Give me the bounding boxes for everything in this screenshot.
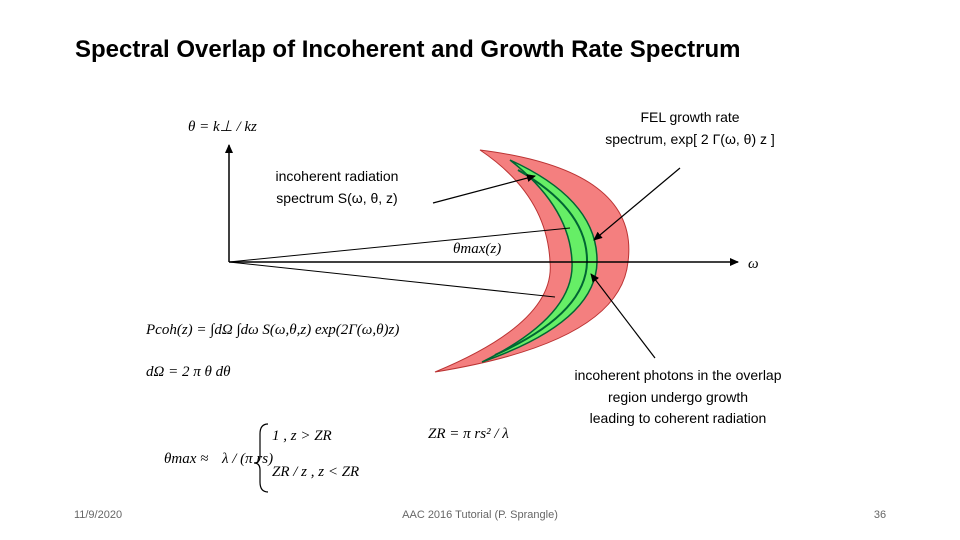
growth-spectrum bbox=[434, 149, 630, 373]
footer-center: AAC 2016 Tutorial (P. Sprangle) bbox=[402, 509, 558, 521]
footer-date: 11/9/2020 bbox=[74, 509, 122, 521]
axis-label: ω bbox=[748, 256, 759, 272]
arrow bbox=[590, 273, 656, 359]
annotation: incoherent radiation bbox=[276, 168, 399, 184]
page-number: 36 bbox=[874, 509, 886, 521]
annotation: incoherent photons in the overlap bbox=[574, 367, 781, 383]
brace bbox=[253, 423, 269, 493]
annotation: region undergo growth bbox=[608, 389, 748, 405]
diagram: θ = k⊥ / kz ω θmax(z) FEL growth rate sp… bbox=[188, 109, 782, 426]
equation: Pcoh(z) = ∫dΩ ∫dω S(ω,θ,z) exp(2Γ(ω,θ)z) bbox=[145, 322, 399, 338]
annotation: FEL growth rate bbox=[640, 109, 739, 125]
arrow bbox=[432, 174, 536, 204]
equation: 1 , z > ZR bbox=[272, 428, 332, 444]
axis-label: θ = k⊥ / kz bbox=[188, 119, 257, 135]
annotation: spectrum S(ω, θ, z) bbox=[276, 190, 397, 206]
equation: ZR = π rs² / λ bbox=[428, 426, 509, 442]
equation: θmax ≈ bbox=[164, 451, 208, 467]
equations: Pcoh(z) = ∫dΩ ∫dω S(ω,θ,z) exp(2Γ(ω,θ)z)… bbox=[145, 322, 509, 493]
equation: λ / (π rs) bbox=[221, 451, 273, 467]
arrow bbox=[593, 167, 681, 241]
slide-title: Spectral Overlap of Incoherent and Growt… bbox=[75, 36, 740, 63]
equation: ZR / z , z < ZR bbox=[272, 464, 359, 480]
annotation: leading to coherent radiation bbox=[590, 410, 767, 426]
theta-max-label: θmax(z) bbox=[453, 241, 501, 257]
ray bbox=[228, 261, 556, 298]
annotation: spectrum, exp[ 2 Γ(ω, θ) z ] bbox=[605, 131, 775, 147]
ray bbox=[228, 227, 571, 263]
equation: dΩ = 2 π θ dθ bbox=[146, 364, 231, 380]
